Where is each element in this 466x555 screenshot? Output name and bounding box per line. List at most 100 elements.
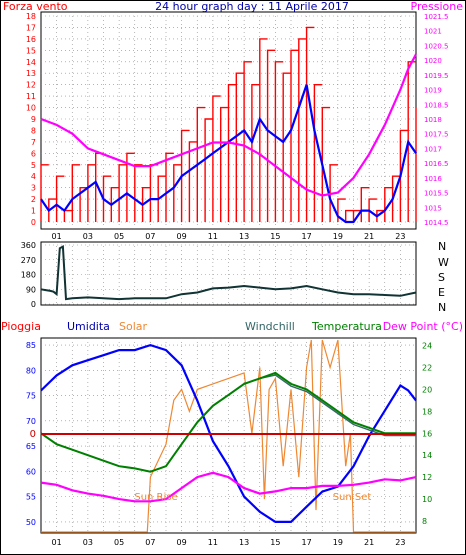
humidity-ytick-label: 55	[26, 493, 36, 502]
pressure-ytick-label: 1014.5	[424, 219, 449, 227]
wind-ytick-label: 11	[26, 92, 36, 101]
direction-series	[40, 244, 417, 301]
x-tick-label: 23	[395, 232, 405, 241]
humidity-ytick-label: 75	[26, 392, 36, 401]
direction-ytick-label: 0	[31, 300, 36, 309]
humidity-ytick-label: 65	[26, 442, 36, 451]
wind-ytick-label: 14	[26, 58, 36, 67]
pressure-ytick-label: 1016.5	[424, 160, 449, 168]
wind-ytick-label: 16	[26, 35, 36, 44]
humidity-ytick-label: 60	[26, 467, 36, 476]
humidity-ytick-label: 70	[26, 417, 36, 426]
temperature-ytick-label: 8	[422, 517, 427, 526]
wind-series	[40, 26, 417, 224]
x-tick-label: 23	[395, 538, 405, 547]
pressure-ytick-label: 1018.5	[424, 101, 449, 109]
temperature-ytick-label: 24	[422, 341, 432, 350]
x-tick-label: 07	[145, 538, 155, 547]
wind-ytick-label: 5	[31, 161, 36, 170]
x-tick-label: 01	[52, 538, 62, 547]
sunset-annotation: Sun Set	[333, 492, 372, 503]
wind-ytick-label: 12	[26, 81, 36, 90]
wind-xticks: 01 03 05 07 09 11 13 15 17 19 21 23	[52, 232, 406, 241]
pressure-ytick-label: 1021.5	[424, 13, 449, 21]
temperature-ytick-label: 22	[422, 363, 432, 372]
direction-ytick-label: 360	[21, 241, 36, 250]
wind-direction-line	[40, 244, 417, 301]
direction-plot-area	[40, 241, 417, 306]
wind-ytick-label: 4	[31, 172, 36, 181]
humidity-ytick-label: 50	[26, 518, 36, 527]
direction-ytick-label: 180	[21, 271, 36, 280]
environment-series	[40, 339, 417, 533]
wind-ytick-label: 2	[31, 195, 36, 204]
solar-line	[41, 339, 416, 533]
temperature-ytick-label: 12	[422, 473, 432, 482]
direction-panel: 0 90 180 270 360 N W S E N	[21, 240, 449, 314]
compass-n-bottom: N	[438, 301, 446, 314]
temperature-ytick-label: 20	[422, 385, 432, 394]
x-tick-label: 19	[333, 232, 343, 241]
legend-humidity: Umidita	[67, 320, 110, 333]
legend-windchill: Windchill	[245, 320, 295, 333]
direction-yticks: 0 90 180 270 360	[21, 241, 36, 309]
wind-ytick-label: 18	[26, 12, 36, 21]
pressure-ytick-label: 1017.5	[424, 131, 449, 139]
humidity-ytick-label: 85	[26, 341, 36, 350]
humidity-ytick-label: 80	[26, 366, 36, 375]
temperature-ytick-label: 18	[422, 407, 432, 416]
wind-ytick-label: 17	[26, 23, 36, 32]
x-tick-label: 21	[364, 232, 374, 241]
x-tick-label: 05	[114, 232, 124, 241]
pressure-line	[40, 53, 417, 197]
pressure-ytick-label: 1017	[424, 145, 442, 153]
pressure-ytick-label: 1015.5	[424, 190, 449, 198]
x-tick-label: 09	[177, 538, 187, 547]
wind-ytick-label: 9	[31, 115, 36, 124]
wind-ytick-label: 3	[31, 184, 36, 193]
pressure-ytick-label: 1019.5	[424, 72, 449, 80]
pressure-ytick-label: 1019	[424, 87, 442, 95]
direction-ytick-label: 90	[26, 285, 36, 294]
pressure-ytick-label: 1020	[424, 57, 442, 65]
legend-rain: Pioggia	[1, 320, 41, 333]
x-tick-label: 05	[114, 538, 124, 547]
x-tick-label: 13	[239, 538, 249, 547]
compass-s: S	[438, 271, 445, 284]
pressure-axis-title: Pressione	[411, 0, 464, 13]
x-tick-label: 13	[239, 232, 249, 241]
pressure-ytick-label: 1015	[424, 204, 442, 212]
compass-w: W	[438, 256, 449, 269]
x-tick-label: 03	[83, 538, 93, 547]
temperature-ytick-label: 14	[422, 451, 432, 460]
x-tick-label: 17	[302, 538, 312, 547]
compass-e: E	[438, 286, 445, 299]
wind-yticks-right: 1014.5 1015 1015.5 1016 1016.5 1017 1017.5 1018…	[424, 13, 449, 227]
graph-title: 24 hour graph day : 11 Aprile 2017	[155, 0, 349, 13]
wind-ytick-label: 8	[31, 126, 36, 135]
wind-ytick-label: 7	[31, 138, 36, 147]
compass-labels: N W S E N	[438, 240, 449, 314]
wind-ytick-label: 1	[31, 207, 36, 216]
x-tick-label: 21	[364, 538, 374, 547]
wind-ytick-label: 0	[31, 218, 36, 227]
dewpoint-line	[40, 471, 417, 503]
x-tick-label: 07	[145, 232, 155, 241]
temperature-line	[40, 371, 416, 473]
x-tick-label: 11	[208, 232, 218, 241]
legend-dewpoint: Dew Point (°C)	[383, 320, 463, 333]
wind-axis-title: Forza vento	[3, 0, 68, 13]
wind-gust-line	[40, 26, 417, 222]
wind-ytick-label: 6	[31, 149, 36, 158]
pressure-ytick-label: 1021	[424, 28, 442, 36]
wind-ytick-label: 15	[26, 46, 36, 55]
x-tick-label: 15	[270, 538, 280, 547]
wind-ytick-label: 13	[26, 69, 36, 78]
x-tick-label: 15	[270, 232, 280, 241]
environment-legend: Pioggia Umidita Solar Windchill Temperat…	[1, 320, 463, 333]
direction-ytick-label: 270	[21, 256, 36, 265]
